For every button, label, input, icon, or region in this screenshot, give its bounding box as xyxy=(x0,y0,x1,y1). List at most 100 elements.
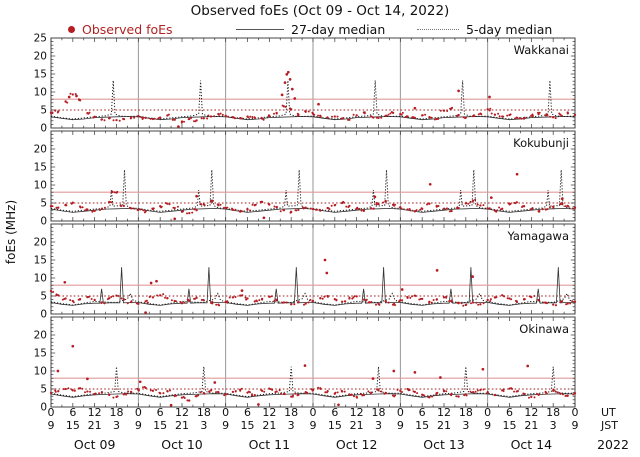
jst-tick-label: 9 xyxy=(397,419,404,432)
ut-tick-label: 18 xyxy=(284,406,298,419)
observed-outlier-dot xyxy=(293,97,297,100)
ut-tick-label: 6 xyxy=(331,406,338,419)
ut-tick-label: 18 xyxy=(546,406,560,419)
observed-outlier-dot xyxy=(286,70,290,74)
y-tick-label: 20 xyxy=(34,237,47,249)
date-label: Oct 09 xyxy=(74,437,116,452)
jst-tick-label: 3 xyxy=(462,419,469,432)
observed-outlier-dot xyxy=(110,190,114,194)
ut-tick-label: 0 xyxy=(484,406,491,419)
ut-tick-label: 0 xyxy=(397,406,404,419)
observed-outlier-dot xyxy=(428,182,432,186)
jst-tick-label: 21 xyxy=(437,419,451,432)
observed-outlier-dot xyxy=(280,93,284,97)
jst-tick-label: 15 xyxy=(241,419,255,432)
date-label: Oct 14 xyxy=(511,437,553,452)
solid-line-icon xyxy=(236,28,284,30)
observed-outlier-dot xyxy=(325,271,329,275)
jst-tick-label: 15 xyxy=(503,419,517,432)
observed-outlier-dot xyxy=(56,369,60,373)
median-27day-line xyxy=(50,393,576,398)
observed-outlier-dot xyxy=(457,89,460,93)
ut-tick-label: 6 xyxy=(419,406,426,419)
ut-tick-label: 6 xyxy=(244,406,251,419)
y-tick-label: 15 xyxy=(34,348,47,360)
dotted-line-icon xyxy=(417,28,459,30)
legend-item-27day-median: 27-day median xyxy=(236,21,385,37)
median-5day-line xyxy=(50,366,575,398)
observed-outlier-dot xyxy=(560,197,564,201)
observed-outlier-dot xyxy=(257,403,260,406)
ut-tick-label: 12 xyxy=(437,406,451,419)
legend-5day-label: 5-day median xyxy=(466,21,553,37)
jst-tick-label: 3 xyxy=(288,419,295,432)
y-tick-label: 20 xyxy=(34,144,47,156)
observed-foes-series xyxy=(49,172,577,221)
jst-tick-label: 15 xyxy=(415,419,429,432)
ut-tick-label: 6 xyxy=(69,406,76,419)
jst-tick-label: 21 xyxy=(350,419,364,432)
jst-tick-label: 21 xyxy=(175,419,189,432)
jst-tick-label: 15 xyxy=(153,419,167,432)
y-tick-label: 25 xyxy=(34,33,47,45)
legend-observed-label: Observed foEs xyxy=(82,21,173,37)
observed-foes-series xyxy=(49,258,577,314)
observed-outlier-dot xyxy=(471,275,475,278)
ut-tick-label: 0 xyxy=(222,406,229,419)
station-label: Yamagawa xyxy=(506,229,569,243)
observed-outlier-dot xyxy=(138,380,142,384)
y-axis-title: foEs (MHz) xyxy=(4,200,18,264)
y-tick-label: 5 xyxy=(40,105,47,117)
ut-unit-label: UT xyxy=(601,406,616,419)
date-label: Oct 13 xyxy=(423,437,465,452)
y-tick-label: 10 xyxy=(34,273,47,285)
tick-marks xyxy=(50,317,576,407)
panel-wakkanai: 0 5 10 15 20 25 Wakkanai xyxy=(34,33,577,135)
observed-outlier-dot xyxy=(155,279,158,283)
ut-tick-label: 18 xyxy=(197,406,211,419)
y-tick-label: 15 xyxy=(34,162,47,174)
observed-outlier-dot xyxy=(285,73,289,76)
jst-tick-label: 3 xyxy=(550,419,557,432)
ut-tick-label: 0 xyxy=(310,406,317,419)
observed-outlier-dot xyxy=(371,377,375,380)
chart-title: Observed foEs (Oct 09 - Oct 14, 2022) xyxy=(190,3,450,19)
observed-outlier-dot xyxy=(488,95,491,99)
median-5day-line xyxy=(50,80,576,120)
observed-outlier-dot xyxy=(288,78,292,81)
ut-tick-label: 6 xyxy=(506,406,513,419)
ut-tick-label: 12 xyxy=(88,406,102,419)
legend-item-observed: Observed foEs xyxy=(68,21,173,37)
jst-tick-label: 9 xyxy=(48,419,55,432)
median-27day-line xyxy=(50,267,575,306)
observed-outlier-dot xyxy=(63,280,67,284)
observed-outlier-dot xyxy=(413,371,417,374)
y-tick-label: 5 xyxy=(40,291,47,303)
jst-tick-label: 21 xyxy=(262,419,276,432)
observed-outlier-dot xyxy=(177,125,180,128)
station-label: Okinawa xyxy=(519,322,569,336)
y-tick-label: 0 xyxy=(40,402,47,414)
y-tick-label: 10 xyxy=(34,366,47,378)
ut-tick-label: 0 xyxy=(48,406,55,419)
observed-outlier-dot xyxy=(149,281,153,285)
jst-tick-label: 3 xyxy=(375,419,382,432)
ut-tick-label: 12 xyxy=(262,406,276,419)
ut-tick-label: 0 xyxy=(572,406,579,419)
observed-outlier-dot xyxy=(373,195,377,199)
ut-tick-label: 12 xyxy=(524,406,538,419)
observed-foes-series xyxy=(49,344,577,407)
panel-yamagawa: 0 5 10 15 20 Yamagawa xyxy=(34,223,577,321)
chart-legend: Observed foEs 27-day median 5-day median xyxy=(0,21,640,37)
y-tick-label: 10 xyxy=(34,87,47,99)
observed-outlier-dot xyxy=(86,377,89,381)
y-tick-label: 0 xyxy=(40,309,47,321)
jst-tick-label: 15 xyxy=(66,419,80,432)
median-5day-line xyxy=(50,292,576,306)
observed-outlier-dot xyxy=(413,106,417,110)
observed-outlier-dot xyxy=(169,403,173,407)
tick-marks xyxy=(50,38,576,128)
date-label: Oct 12 xyxy=(336,437,378,452)
